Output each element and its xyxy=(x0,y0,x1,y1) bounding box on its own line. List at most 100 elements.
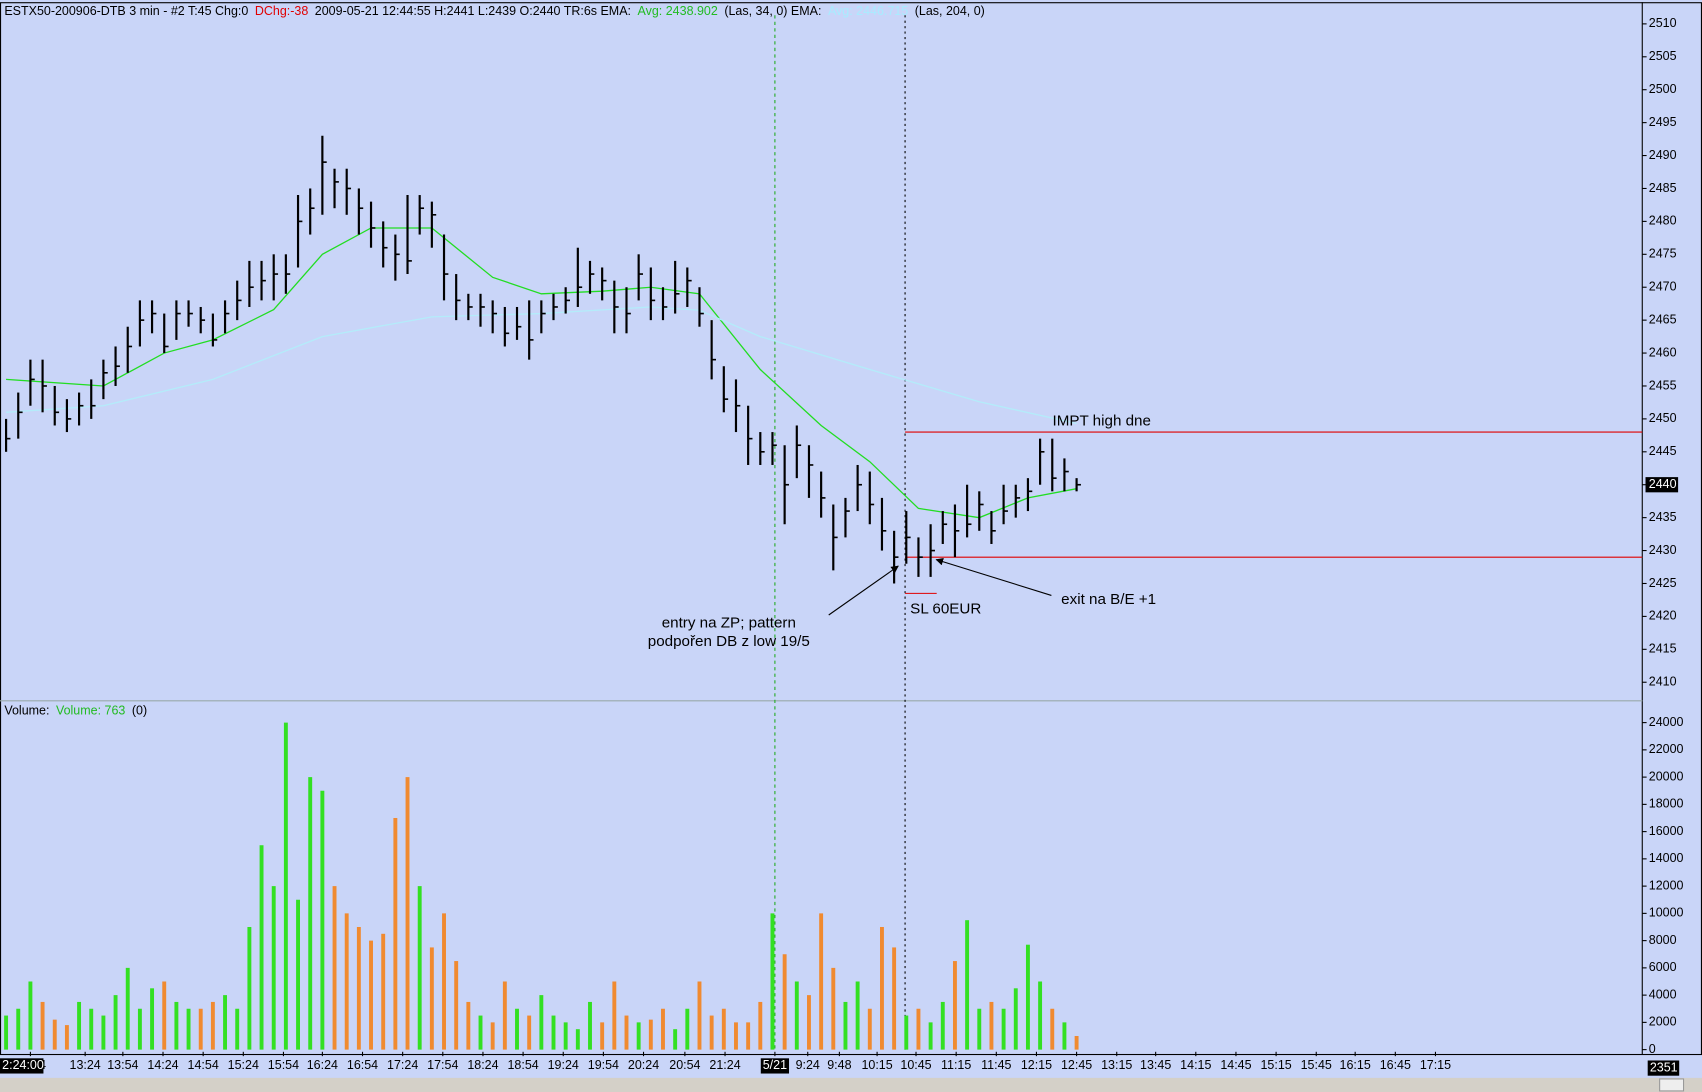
volume-bar xyxy=(575,1029,580,1050)
x-tick-label: 20:24 xyxy=(628,1058,659,1072)
volume-bar xyxy=(223,995,228,1050)
volume-bar xyxy=(1038,981,1043,1050)
volume-bar xyxy=(356,926,361,1050)
legend-entry: Volume: xyxy=(4,704,49,718)
x-tick-label: 13:24 xyxy=(70,1058,101,1072)
x-tick-label: 19:54 xyxy=(588,1058,619,1072)
volume-bar xyxy=(794,981,799,1050)
volume-bar xyxy=(429,947,434,1050)
plot: ESTX50-200906-DTB 3 min - #2 T:45 Chg:0 D… xyxy=(0,4,1684,1076)
x-tick-label: 14:24 xyxy=(147,1058,178,1072)
arrow xyxy=(828,565,899,616)
volume-bar xyxy=(1025,944,1030,1050)
x-tick-label: 5/21 xyxy=(763,1058,787,1072)
volume-bar xyxy=(101,1015,106,1050)
arrow xyxy=(935,557,1052,596)
volume-bar xyxy=(28,981,33,1050)
volume-bar xyxy=(502,981,507,1050)
volume-bar xyxy=(466,1001,471,1050)
volume-bar xyxy=(515,1008,519,1050)
x-tick-label: 19:24 xyxy=(548,1058,579,1072)
y-tick-label: 2425 xyxy=(1649,576,1677,590)
annotation: exit na B/E +1 xyxy=(1061,591,1156,608)
legend-entry: DChg:-38 xyxy=(255,4,308,18)
y-tick-label: 2430 xyxy=(1649,543,1677,557)
price-marker xyxy=(1645,477,1679,493)
volume-bar xyxy=(928,1022,933,1050)
volume-bar xyxy=(721,1008,726,1050)
volume-bar xyxy=(685,1008,690,1050)
scroll-thumb[interactable] xyxy=(1659,1078,1685,1092)
volume-bar xyxy=(916,1008,921,1050)
volume-bar xyxy=(478,1015,483,1050)
volume-bar xyxy=(442,913,446,1050)
volume-bar xyxy=(880,926,884,1050)
legend-entry: Avg: 2446.715 xyxy=(828,4,908,18)
legend-entry: Avg: 2438.902 xyxy=(638,4,718,18)
x-tick-label: 14:54 xyxy=(188,1058,219,1072)
volume-bar xyxy=(490,1022,495,1050)
y-tick-label: 2000 xyxy=(1649,1015,1677,1029)
x-tick-label: 15:45 xyxy=(1301,1058,1332,1072)
volume-bar xyxy=(332,886,337,1050)
x-tick-label: 9:48 xyxy=(827,1058,851,1072)
volume-bar xyxy=(198,1008,203,1050)
y-tick-label: 2460 xyxy=(1649,345,1677,359)
volume-bar xyxy=(527,1015,532,1050)
y-tick-label: 4000 xyxy=(1649,987,1677,1001)
volume-bar xyxy=(369,940,373,1050)
volume-bar xyxy=(381,933,386,1050)
x-tick-label: 13:45 xyxy=(1140,1058,1171,1072)
y-tick-label: 24000 xyxy=(1649,715,1684,729)
volume-bar xyxy=(952,961,957,1050)
x-tick-label: 11:15 xyxy=(941,1058,971,1072)
annotation: entry na ZP; pattern xyxy=(662,615,796,632)
y-tick-label: 20000 xyxy=(1649,769,1684,783)
y-tick-label: 8000 xyxy=(1649,933,1677,947)
volume-bar xyxy=(150,988,155,1050)
y-tick-label: 6000 xyxy=(1649,960,1677,974)
x-tick-label: 14:15 xyxy=(1180,1058,1211,1072)
volume-bar xyxy=(162,981,167,1050)
y-tick-label: 14000 xyxy=(1649,851,1684,865)
volume-bar xyxy=(892,947,897,1050)
volume-bar xyxy=(855,981,860,1050)
x-tick-label: 10:45 xyxy=(900,1058,931,1072)
volume-bar xyxy=(16,1008,21,1050)
volume-bar xyxy=(1001,1008,1006,1050)
annotation: podpořen DB z low 19/5 xyxy=(648,633,810,650)
volume-bar xyxy=(137,1008,142,1050)
y-tick-label: 2455 xyxy=(1649,378,1677,392)
volume-bar xyxy=(539,995,544,1050)
legend: ESTX50-200906-DTB 3 min - #2 T:45 Chg:0 D… xyxy=(4,4,984,18)
x-tick-label: 16:15 xyxy=(1340,1058,1371,1072)
volume-bar xyxy=(4,1015,9,1050)
x-tick-label: 15:54 xyxy=(268,1058,299,1072)
y-tick-label: 0 xyxy=(1649,1042,1656,1056)
volume-bar xyxy=(831,967,836,1050)
volume-bar xyxy=(417,886,422,1050)
volume-bar xyxy=(235,1008,240,1050)
volume-bar xyxy=(454,961,459,1050)
volume-bar xyxy=(125,967,130,1050)
y-tick-label: 2480 xyxy=(1649,214,1677,228)
scrollbar[interactable] xyxy=(0,1077,1702,1092)
volume-bar xyxy=(612,981,617,1050)
x-tick-label: 16:54 xyxy=(347,1058,378,1072)
volume-bar xyxy=(551,1015,556,1050)
y-tick-label: 2495 xyxy=(1649,115,1677,129)
volume-bar xyxy=(77,1001,82,1050)
cursor-price: 2351 xyxy=(1650,1060,1678,1074)
volume-bar xyxy=(770,913,775,1050)
volume-bar xyxy=(283,722,288,1050)
y-tick-label: 2485 xyxy=(1649,181,1677,195)
volume-bar xyxy=(40,1001,45,1050)
volume-bar xyxy=(673,1029,678,1050)
volume-bar xyxy=(734,1022,738,1050)
x-tick-label: 10:15 xyxy=(861,1058,892,1072)
frame xyxy=(0,2,1702,1056)
y-tick-label: 10000 xyxy=(1649,906,1684,920)
volume-bar xyxy=(697,981,702,1050)
